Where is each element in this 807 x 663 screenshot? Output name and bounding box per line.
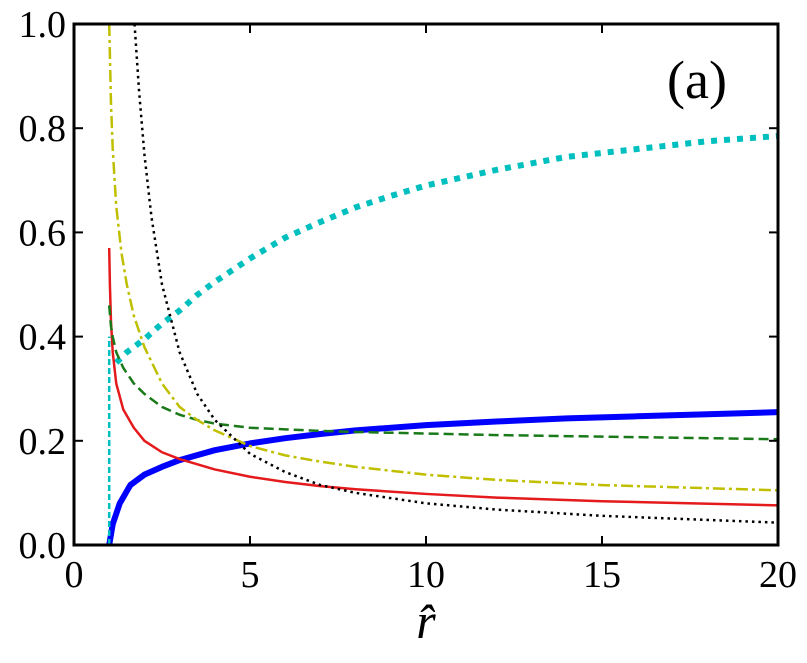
y-tick-label: 0.4 [19, 317, 67, 359]
panel-label: (a) [667, 50, 727, 110]
y-tick-label: 0.8 [19, 108, 67, 150]
series-line-1 [106, 409, 778, 545]
series-line-4 [107, 305, 778, 441]
x-tick-label: 15 [583, 554, 621, 596]
series-line-2 [114, 133, 778, 365]
series-line-6 [133, 24, 778, 524]
series-line-5 [107, 24, 778, 492]
x-tick-label: 0 [65, 554, 84, 596]
plot-frame [72, 22, 780, 547]
x-tick-label: 5 [241, 554, 260, 596]
x-tick-label: 20 [759, 554, 797, 596]
y-tick-label: 0.0 [19, 525, 67, 567]
x-axis-label: r̂ [416, 593, 436, 649]
y-tick-label: 1.0 [19, 4, 67, 46]
y-tick-label: 0.2 [19, 421, 67, 463]
series-layer [106, 24, 778, 545]
y-tick-label: 0.6 [19, 212, 67, 254]
x-tick-label: 10 [407, 554, 445, 596]
series-line-3 [107, 248, 778, 507]
